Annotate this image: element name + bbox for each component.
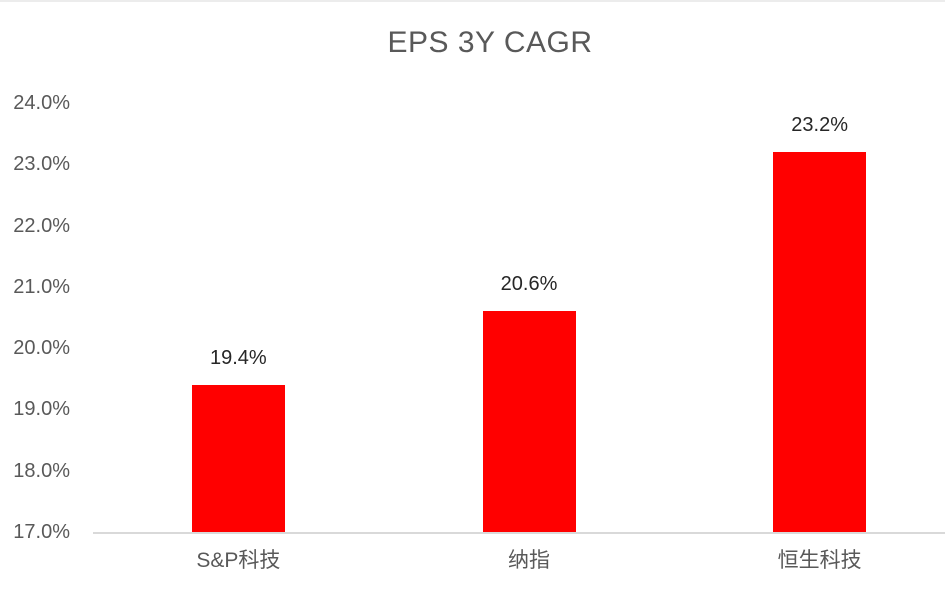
bar-value-label: 19.4% (209, 346, 267, 369)
y-tick-label: 17.0% (13, 521, 70, 543)
bar-1 (482, 311, 576, 532)
y-tick-label: 20.0% (13, 337, 70, 360)
y-tick-label: 19.0% (13, 398, 70, 421)
bar-2 (773, 152, 867, 532)
y-tick-label: 22.0% (13, 214, 70, 237)
y-tick-label: 21.0% (13, 275, 70, 298)
x-category-label: S&P科技 (196, 549, 281, 572)
chart-title: EPS 3Y CAGR (387, 26, 593, 59)
bar-value-label: 20.6% (500, 273, 558, 296)
screenshot-top-border (0, 0, 945, 2)
bar-value-label: 23.2% (791, 114, 849, 137)
x-axis-line (93, 532, 945, 534)
x-category-label: 恒生科技 (777, 549, 862, 572)
y-tick-label: 23.0% (13, 153, 70, 176)
bar-0 (191, 384, 285, 532)
x-category-label: 纳指 (508, 549, 550, 572)
y-tick-label: 18.0% (13, 459, 70, 482)
y-tick-label: 24.0% (13, 92, 70, 114)
